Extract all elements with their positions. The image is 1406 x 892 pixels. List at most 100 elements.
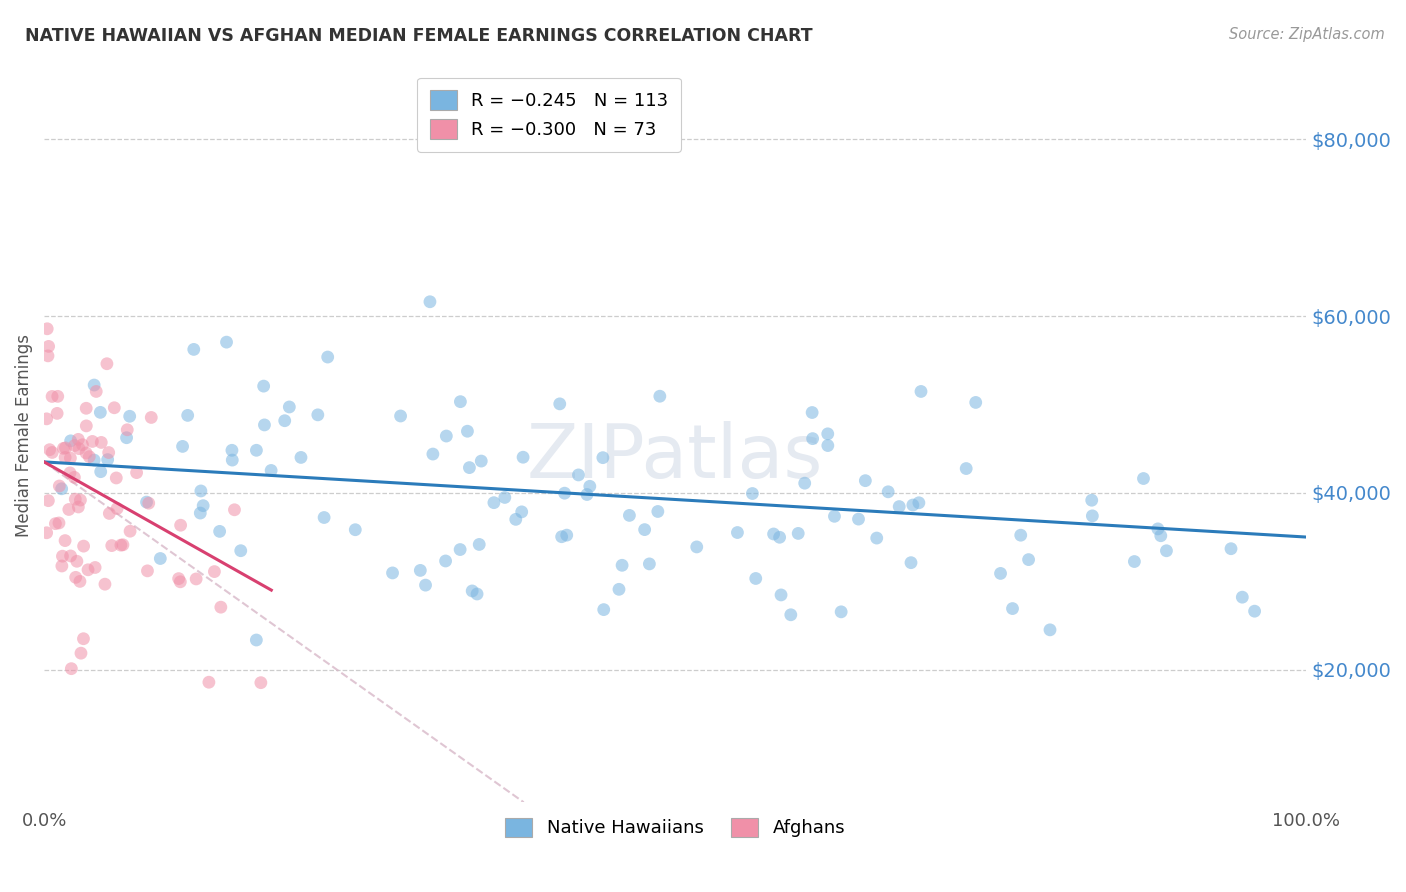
- Point: [184, 572, 207, 586]
- Point: [592, 602, 614, 616]
- Point: [63, 470, 86, 484]
- Point: [141, 410, 163, 425]
- Point: [465, 587, 488, 601]
- Point: [94, 577, 117, 591]
- Point: [193, 499, 215, 513]
- Point: [172, 439, 194, 453]
- Point: [253, 417, 276, 432]
- Point: [278, 400, 301, 414]
- Point: [46, 406, 69, 420]
- Point: [250, 675, 273, 690]
- Point: [63, 438, 86, 452]
- Point: [75, 446, 97, 460]
- Point: [169, 518, 191, 533]
- Point: [567, 467, 589, 482]
- Point: [198, 675, 221, 690]
- Point: [37, 322, 59, 336]
- Point: [70, 646, 93, 660]
- Point: [965, 395, 987, 409]
- Point: [224, 503, 246, 517]
- Point: [1010, 528, 1032, 542]
- Point: [344, 523, 367, 537]
- Point: [578, 479, 600, 493]
- Point: [138, 496, 160, 510]
- Point: [67, 433, 90, 447]
- Point: [848, 512, 870, 526]
- Point: [190, 483, 212, 498]
- Point: [245, 443, 267, 458]
- Point: [100, 539, 122, 553]
- Point: [72, 632, 94, 646]
- Point: [817, 426, 839, 441]
- Point: [229, 543, 252, 558]
- Point: [90, 435, 112, 450]
- Point: [59, 466, 82, 480]
- Point: [550, 530, 572, 544]
- Point: [67, 500, 90, 514]
- Point: [409, 563, 432, 577]
- Point: [830, 605, 852, 619]
- Point: [554, 486, 576, 500]
- Point: [96, 357, 118, 371]
- Point: [215, 335, 238, 350]
- Point: [77, 450, 100, 464]
- Point: [866, 531, 889, 545]
- Point: [67, 442, 90, 456]
- Point: [97, 445, 120, 459]
- Point: [59, 434, 82, 448]
- Point: [41, 389, 63, 403]
- Point: [770, 588, 793, 602]
- Point: [44, 516, 66, 531]
- Point: [314, 510, 336, 524]
- Point: [53, 533, 76, 548]
- Point: [38, 442, 60, 457]
- Point: [208, 524, 231, 539]
- Point: [97, 452, 120, 467]
- Point: [260, 463, 283, 477]
- Point: [592, 450, 614, 465]
- Legend: Native Hawaiians, Afghans: Native Hawaiians, Afghans: [498, 811, 852, 845]
- Point: [253, 379, 276, 393]
- Point: [1147, 522, 1170, 536]
- Point: [118, 409, 141, 424]
- Point: [83, 453, 105, 467]
- Point: [768, 530, 790, 544]
- Point: [58, 502, 80, 516]
- Point: [458, 460, 481, 475]
- Point: [1220, 541, 1243, 556]
- Point: [90, 465, 112, 479]
- Point: [110, 538, 132, 552]
- Point: [817, 438, 839, 452]
- Point: [415, 578, 437, 592]
- Point: [105, 471, 128, 485]
- Point: [37, 493, 59, 508]
- Point: [209, 600, 232, 615]
- Point: [908, 496, 931, 510]
- Point: [65, 492, 87, 507]
- Point: [1018, 552, 1040, 566]
- Point: [419, 294, 441, 309]
- Point: [607, 582, 630, 597]
- Point: [801, 432, 824, 446]
- Point: [59, 549, 82, 563]
- Point: [510, 505, 533, 519]
- Point: [66, 554, 89, 568]
- Point: [72, 438, 94, 452]
- Point: [1150, 529, 1173, 543]
- Point: [115, 431, 138, 445]
- Point: [1123, 555, 1146, 569]
- Point: [176, 409, 198, 423]
- Point: [422, 447, 444, 461]
- Point: [48, 516, 70, 530]
- Point: [1081, 508, 1104, 523]
- Point: [762, 527, 785, 541]
- Point: [725, 525, 748, 540]
- Point: [633, 523, 655, 537]
- Point: [434, 429, 457, 443]
- Point: [381, 566, 404, 580]
- Point: [482, 496, 505, 510]
- Point: [801, 405, 824, 419]
- Point: [117, 423, 139, 437]
- Point: [59, 451, 82, 466]
- Point: [83, 378, 105, 392]
